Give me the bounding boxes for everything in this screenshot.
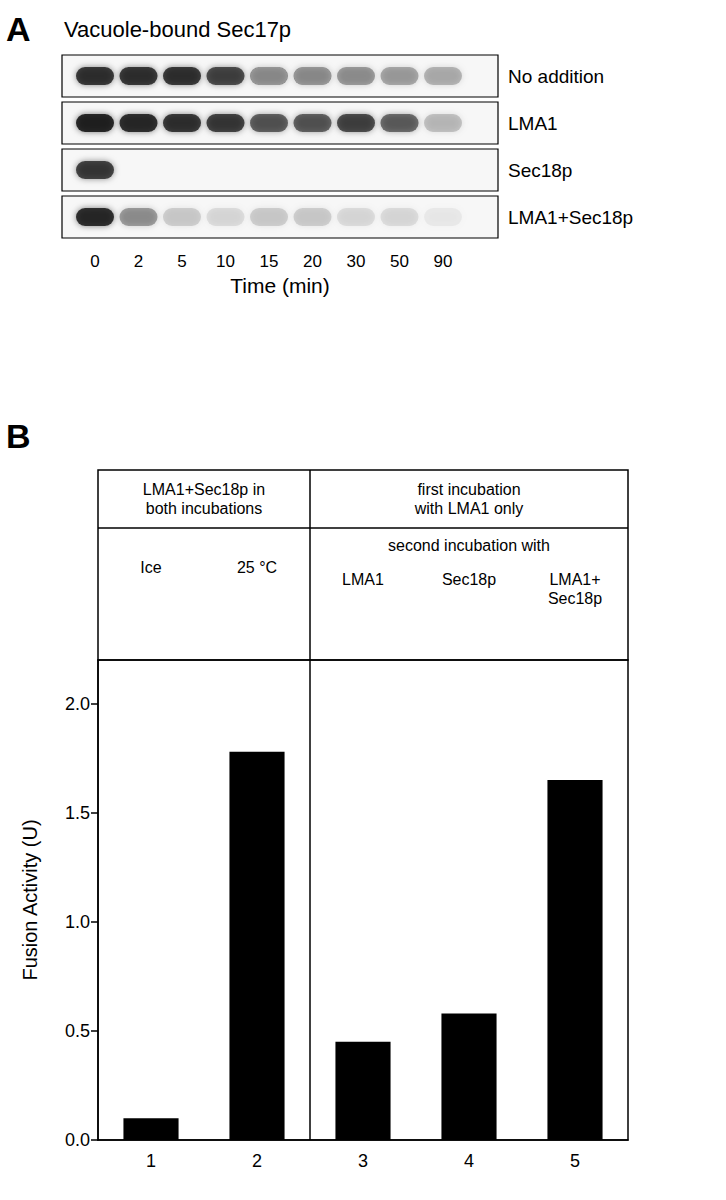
svg-text:LMA1+Sec18p: LMA1+Sec18p: [508, 207, 633, 228]
svg-text:0: 0: [90, 252, 99, 271]
svg-text:LMA1: LMA1: [508, 113, 558, 134]
svg-text:A: A: [6, 10, 31, 48]
svg-text:No addition: No addition: [508, 66, 604, 87]
svg-text:90: 90: [434, 252, 453, 271]
svg-text:Vacuole-bound Sec17p: Vacuole-bound Sec17p: [64, 17, 291, 42]
svg-text:Fusion Activity (U): Fusion Activity (U): [19, 819, 41, 980]
svg-text:15: 15: [260, 252, 279, 271]
svg-text:second incubation with: second incubation with: [388, 537, 550, 554]
svg-text:with LMA1 only: with LMA1 only: [414, 500, 524, 517]
svg-text:3: 3: [358, 1151, 368, 1171]
svg-text:20: 20: [303, 252, 322, 271]
svg-text:0.0: 0.0: [65, 1130, 90, 1150]
svg-text:2.0: 2.0: [65, 694, 90, 714]
svg-text:Sec18p: Sec18p: [508, 160, 572, 181]
svg-text:LMA1+: LMA1+: [549, 571, 600, 588]
svg-text:1.5: 1.5: [65, 803, 90, 823]
svg-text:30: 30: [347, 252, 366, 271]
svg-text:25 °C: 25 °C: [237, 559, 277, 576]
svg-text:Sec18p: Sec18p: [442, 571, 496, 588]
svg-text:Time (min): Time (min): [230, 274, 330, 297]
svg-text:5: 5: [570, 1151, 580, 1171]
svg-text:1.0: 1.0: [65, 912, 90, 932]
svg-text:Ice: Ice: [140, 559, 161, 576]
svg-text:LMA1+Sec18p in: LMA1+Sec18p in: [143, 481, 265, 498]
svg-text:4: 4: [464, 1151, 474, 1171]
svg-text:1: 1: [146, 1151, 156, 1171]
svg-text:first incubation: first incubation: [417, 481, 520, 498]
svg-text:2: 2: [134, 252, 143, 271]
svg-text:both incubations: both incubations: [146, 500, 263, 517]
svg-text:2: 2: [252, 1151, 262, 1171]
svg-text:5: 5: [177, 252, 186, 271]
svg-text:10: 10: [216, 252, 235, 271]
svg-text:LMA1: LMA1: [342, 571, 384, 588]
svg-text:B: B: [6, 417, 31, 455]
svg-text:50: 50: [390, 252, 409, 271]
svg-text:0.5: 0.5: [65, 1021, 90, 1041]
svg-text:Sec18p: Sec18p: [548, 590, 602, 607]
